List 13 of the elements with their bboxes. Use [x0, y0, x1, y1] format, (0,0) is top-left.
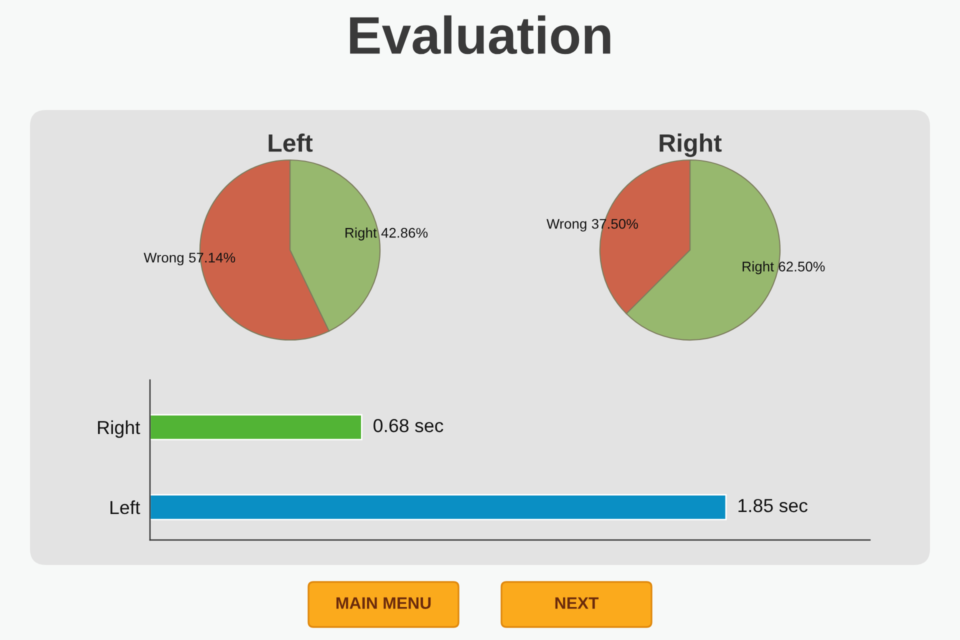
text: Evaluation: [350, 15, 610, 54]
data-label: 1.85 sec: [738, 498, 808, 512]
text: NEXT: [555, 597, 599, 609]
slice-label: Wrong: [546, 219, 586, 232]
chart-title: Right: [660, 134, 722, 157]
slice-label: Wrong: [144, 252, 184, 266]
slice-label: Right: [346, 228, 377, 240]
data-label: 0.68 sec: [374, 418, 444, 432]
data-label: 62.50%: [778, 262, 825, 272]
text: MAIN MENU: [336, 597, 431, 609]
data-label: 42.86%: [381, 228, 428, 238]
chart-title: Left: [268, 134, 313, 152]
slice-label: Right: [742, 261, 774, 274]
